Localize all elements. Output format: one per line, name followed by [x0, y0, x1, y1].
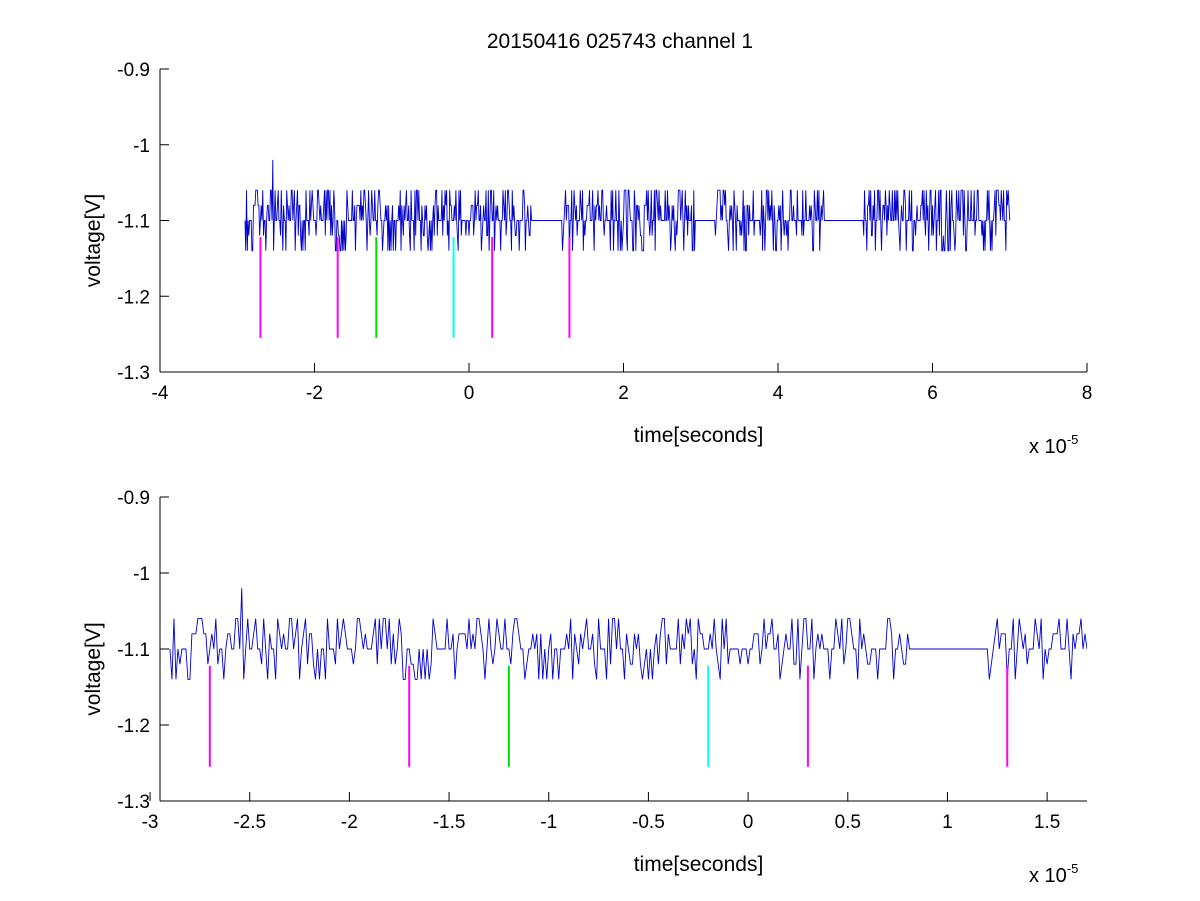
top-x-tick-label: 0: [464, 383, 475, 404]
bottom-x-tick-label: -2: [341, 812, 358, 833]
bottom-x-tick-label: -3: [142, 812, 159, 833]
bottom-y-tick-label: -1.2: [117, 716, 150, 737]
bottom-x-tick-label: 0: [743, 812, 754, 833]
top-y-axis-label: voltage[V]: [82, 194, 105, 287]
bottom-x-tick-label: 1: [942, 812, 953, 833]
bottom-x-exponent-label: x 10-5: [1029, 861, 1078, 887]
top-y-tick-label: -1.2: [117, 287, 150, 308]
bottom-x-tick-label: 0.5: [835, 812, 861, 833]
bottom-y-tick-label: -1: [133, 564, 150, 585]
bottom-y-tick-label: -1.1: [117, 640, 150, 661]
top-x-tick-label: -4: [152, 383, 169, 404]
bottom-x-tick-label: -1: [540, 812, 557, 833]
top-x-tick-label: -2: [306, 383, 323, 404]
top-x-axis-label: time[seconds]: [634, 424, 764, 447]
bottom-x-tick-label: -2.5: [233, 812, 266, 833]
bottom-y-axis-label: voltage[V]: [82, 622, 105, 715]
bottom-y-tick-label: -1.3: [117, 792, 150, 813]
top-x-tick-label: 6: [927, 383, 938, 404]
axes-top: -4 -2 0 2 4 6 8 -1.3 -1.2 -1.1 -1 -0.9 time[seconds]…: [82, 60, 1092, 458]
top-x-exponent-label: x 10-5: [1029, 432, 1078, 458]
top-y-tick-label: -1: [133, 136, 150, 157]
top-x-tick-label: 4: [773, 383, 784, 404]
top-x-tick-label: 8: [1082, 383, 1093, 404]
bottom-x-tick-label: -1.5: [433, 812, 466, 833]
bottom-x-tick-label: 1.5: [1034, 812, 1060, 833]
top-voltage-trace: [244, 159, 1011, 252]
figure-title: 20150416 025743 channel 1: [487, 30, 753, 53]
top-x-tick-label: 2: [618, 383, 629, 404]
bottom-voltage-trace: [169, 588, 1087, 680]
bottom-x-axis-label: time[seconds]: [634, 853, 764, 876]
bottom-y-tick-label: -0.9: [117, 488, 150, 509]
top-y-tick-label: -1.3: [117, 363, 150, 384]
top-y-tick-label: -0.9: [117, 60, 150, 81]
top-y-tick-label: -1.1: [117, 212, 150, 233]
axes-bottom: -3 -2.5 -2 -1.5 -1 -0.5 0 0.5 1 1.5 -1.3 -1.2 -1.1 -1…: [82, 488, 1087, 887]
bottom-x-tick-label: -0.5: [632, 812, 665, 833]
